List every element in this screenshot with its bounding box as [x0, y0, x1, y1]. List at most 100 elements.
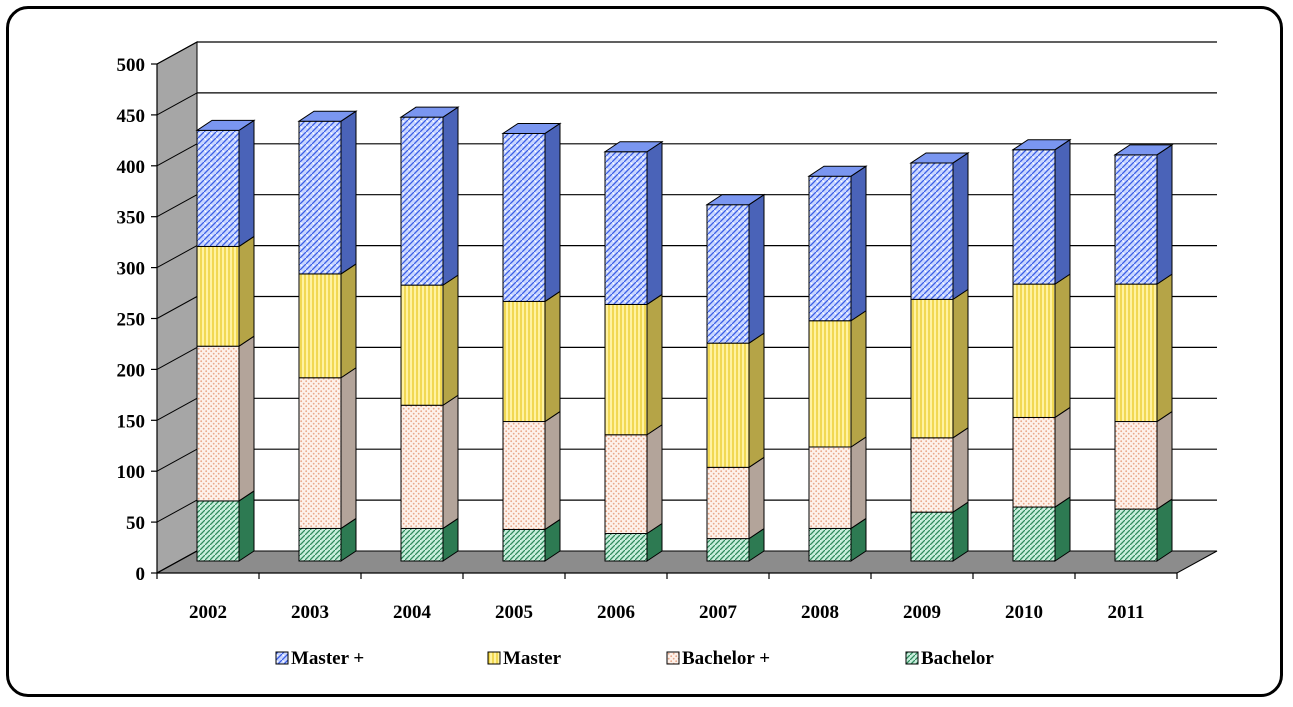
bar-top-2002 — [195, 119, 256, 131]
bar-side-bachelor-plus-2007 — [748, 456, 765, 540]
y-tick-label: 100 — [117, 462, 146, 483]
bar-top-2005 — [501, 122, 562, 134]
bar-bachelor-2008 — [808, 527, 852, 562]
legend-item-master-plus: Master + — [275, 648, 364, 669]
y-tick-label: 400 — [117, 157, 146, 178]
bar-bachelor-2003 — [298, 527, 342, 562]
bar-side-master-2003 — [340, 262, 357, 379]
legend-item-bachelor: Bachelor — [905, 648, 994, 669]
bar-stack-2003 — [297, 110, 358, 562]
bar-top-2010 — [1011, 139, 1072, 151]
bar-master-2011 — [1114, 283, 1158, 423]
y-tick-label: 350 — [117, 208, 146, 229]
bar-master-2009 — [910, 298, 954, 439]
y-tick-label: 300 — [117, 259, 146, 280]
bar-side-master-plus-2004 — [442, 106, 459, 287]
bar-bachelor-plus-2011 — [1114, 421, 1158, 510]
bar-bachelor-2002 — [196, 500, 240, 562]
bar-side-master-plus-2006 — [646, 140, 663, 306]
bar-master-plus-2003 — [298, 120, 342, 275]
legend-item-master: Master — [487, 648, 562, 669]
bar-master-plus-2002 — [196, 129, 240, 247]
y-tick-label: 500 — [117, 55, 146, 76]
legend: Master + Master Bachelor + Bachelor — [275, 648, 994, 669]
x-tick-label: 2010 — [1005, 602, 1043, 623]
legend-label: Bachelor + — [682, 648, 770, 669]
bar-side-bachelor-plus-2006 — [646, 423, 663, 535]
legend-swatch — [275, 651, 289, 665]
bar-bachelor-2009 — [910, 511, 954, 562]
bar-side-master-2011 — [1156, 273, 1173, 423]
bar-master-plus-2008 — [808, 175, 852, 322]
bar-side-bachelor-plus-2009 — [952, 426, 969, 514]
bar-stack-2002 — [195, 119, 256, 562]
bar-top-2003 — [297, 110, 358, 122]
bar-bachelor-2004 — [400, 527, 444, 562]
bar-master-plus-2005 — [502, 132, 546, 302]
bar-master-plus-2007 — [706, 204, 750, 344]
bar-side-master-plus-2011 — [1156, 143, 1173, 286]
gridline-depth — [156, 296, 198, 319]
legend-label: Master — [503, 648, 562, 669]
bar-bachelor-plus-2003 — [298, 377, 342, 529]
bar-bachelor-2005 — [502, 528, 546, 562]
gridline-depth — [156, 92, 198, 116]
bar-stack-2011 — [1113, 143, 1174, 562]
bar-top-2009 — [909, 152, 970, 164]
bar-side-bachelor-plus-2003 — [340, 366, 357, 530]
bar-master-2006 — [604, 303, 648, 436]
bar-top-2011 — [1113, 144, 1174, 156]
bar-side-master-plus-2008 — [850, 165, 867, 322]
legend-label: Master + — [291, 648, 364, 669]
bar-stack-2005 — [501, 122, 562, 562]
bar-side-bachelor-plus-2010 — [1054, 406, 1071, 508]
bar-bachelor-plus-2007 — [706, 466, 750, 540]
bar-stack-2006 — [603, 140, 664, 562]
bar-bachelor-2011 — [1114, 508, 1158, 562]
bar-side-master-plus-2003 — [340, 110, 357, 275]
bar-side-master-plus-2010 — [1054, 138, 1071, 286]
gridline-depth — [156, 499, 198, 523]
bar-side-master-plus-2005 — [544, 122, 561, 303]
bar-stack-2007 — [705, 193, 766, 562]
bar-stack-2008 — [807, 165, 868, 562]
x-tick-label: 2008 — [801, 602, 839, 623]
bar-side-master-2010 — [1054, 273, 1071, 419]
bar-side-master-2008 — [850, 309, 867, 448]
bar-master-2007 — [706, 342, 750, 468]
bar-side-master-plus-2009 — [952, 152, 969, 301]
y-tick-label: 0 — [136, 564, 146, 585]
bar-bachelor-plus-2009 — [910, 437, 954, 513]
bar-side-bachelor-plus-2002 — [238, 335, 255, 502]
bar-side-master-2005 — [544, 290, 561, 423]
legend-item-bachelor-plus: Bachelor + — [666, 648, 770, 669]
gridline-depth — [156, 397, 198, 421]
bar-bachelor-2010 — [1012, 506, 1056, 562]
bar-master-2002 — [196, 245, 240, 347]
bar-master-plus-2004 — [400, 116, 444, 286]
bar-bachelor-2006 — [604, 533, 648, 562]
legend-swatch — [487, 651, 501, 665]
bar-bachelor-plus-2004 — [400, 404, 444, 529]
bar-side-bachelor-2002 — [238, 490, 255, 562]
bar-stack-2010 — [1011, 138, 1072, 562]
bar-master-plus-2006 — [604, 151, 648, 305]
bar-master-2003 — [298, 273, 342, 379]
bar-side-bachelor-2011 — [1156, 498, 1173, 562]
x-tick-label: 2011 — [1108, 602, 1145, 623]
x-tick-label: 2006 — [597, 602, 635, 623]
bar-bachelor-plus-2006 — [604, 434, 648, 535]
legend-swatch — [905, 651, 919, 665]
bar-top-2007 — [705, 194, 766, 206]
gridline-depth — [156, 41, 198, 65]
x-tick-label: 2004 — [393, 602, 432, 623]
bar-side-master-2004 — [442, 274, 459, 407]
y-tick-label: 250 — [117, 310, 146, 331]
bar-side-master-plus-2007 — [748, 193, 765, 345]
gridline-depth — [156, 245, 198, 269]
bar-stack-2004 — [399, 106, 460, 562]
bar-bachelor-2007 — [706, 538, 750, 562]
bar-side-master-2002 — [238, 235, 255, 348]
legend-swatch — [666, 651, 680, 665]
bar-side-bachelor-plus-2004 — [442, 394, 459, 530]
